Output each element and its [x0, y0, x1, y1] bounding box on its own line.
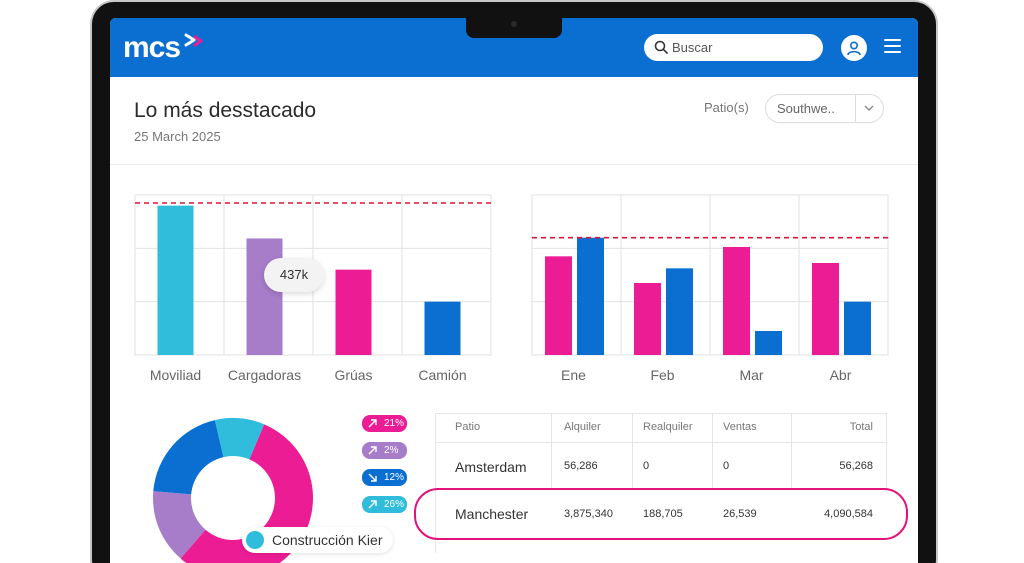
col-header-alquiler[interactable]: Alquiler: [564, 421, 601, 433]
table-col-rule: [632, 413, 633, 488]
arrow-up-right-icon: [368, 446, 377, 455]
bar-cargadoras: [246, 238, 283, 355]
cell-total: 56,268: [839, 460, 873, 472]
badge-label: 26%: [384, 499, 405, 510]
table-border-left: [435, 413, 436, 553]
bar-value-tooltip: 437k: [264, 258, 324, 292]
col-header-total[interactable]: Total: [849, 421, 873, 433]
search-box[interactable]: [644, 34, 823, 61]
month-label: Ene: [561, 367, 586, 383]
percentage-badge: 21%: [362, 415, 407, 432]
category-label: Cargadoras: [227, 367, 302, 383]
bar-moviliad: [157, 205, 194, 355]
table-border-top: [435, 413, 887, 414]
category-label: Moviliad: [149, 367, 202, 383]
arrow-up-right-icon: [368, 500, 377, 509]
badge-label: 21%: [384, 418, 405, 429]
bar-mar-series-2: [755, 331, 782, 355]
badge-label: 12%: [384, 472, 405, 483]
table-col-rule: [551, 413, 552, 488]
donut-slice-2: [153, 491, 206, 559]
brand-logo[interactable]: mcs: [123, 31, 181, 64]
camera-notch: [466, 16, 562, 38]
cell-alquiler: 3,875,340: [564, 508, 613, 520]
monthly-bar-chart-svg: [531, 194, 889, 356]
bar-feb-series-2: [666, 268, 693, 355]
arrow-up-right-icon: [368, 419, 377, 428]
month-label: Feb: [650, 367, 675, 383]
category-bar-chart-svg: [134, 194, 492, 356]
category-label: Grúas: [334, 367, 373, 383]
category-label: Camión: [418, 367, 467, 383]
cell-realquiler: 0: [643, 460, 650, 472]
user-icon: [847, 41, 861, 56]
bar-ene-series-2: [577, 237, 604, 355]
page-title: Lo más desstacado: [134, 99, 317, 122]
page-date: 25 March 2025: [134, 129, 221, 144]
legend-label: Construcción Kier: [272, 532, 383, 548]
select-divider: [855, 95, 856, 122]
col-header-patio[interactable]: Patio: [455, 421, 481, 433]
logo-mark-icon: [184, 33, 203, 47]
donut-legend-item[interactable]: Construcción Kier: [242, 527, 393, 553]
search-input[interactable]: [672, 38, 817, 57]
percentage-badge: 26%: [362, 496, 407, 513]
user-account-button[interactable]: [841, 35, 867, 61]
cell-ventas: 0: [723, 460, 730, 472]
table-row-highlighted[interactable]: Manchester 3,875,340 188,705 26,539 4,09…: [435, 488, 887, 540]
legend-color-dot: [246, 531, 264, 549]
cell-patio: Amsterdam: [455, 459, 527, 475]
patio-select-value: Southwe..: [777, 101, 835, 116]
chevron-down-icon: [864, 105, 874, 111]
table-header-rule: [435, 442, 887, 443]
monthly-bar-chart: [531, 194, 889, 356]
col-header-realquiler[interactable]: Realquiler: [643, 421, 693, 433]
app-screen: mcs Lo más desstacado 25 March 2025 Pati…: [110, 18, 918, 563]
col-header-ventas[interactable]: Ventas: [723, 421, 757, 433]
bar-feb-series-1: [634, 283, 661, 355]
camera-icon: [511, 21, 517, 27]
badge-label: 2%: [384, 445, 399, 456]
percentage-badge: 2%: [362, 442, 407, 459]
bar-abr-series-1: [812, 263, 839, 355]
table-header-row: Patio Alquiler Realquiler Ventas Total: [435, 413, 887, 442]
top-navbar: mcs: [110, 18, 918, 77]
patio-select[interactable]: Southwe..: [765, 94, 884, 123]
donut-slice-3: [153, 420, 224, 495]
table-row[interactable]: Amsterdam 56,286 0 0 56,268: [435, 442, 887, 488]
search-icon: [654, 40, 668, 54]
cell-patio: Manchester: [455, 506, 529, 522]
header-divider: [110, 164, 918, 165]
cell-total: 4,090,584: [824, 508, 873, 520]
month-label: Abr: [829, 367, 852, 383]
bar-abr-series-2: [844, 301, 871, 355]
table-border-right: [886, 413, 887, 488]
row-highlight-outline: [414, 488, 908, 540]
percentage-badge: 12%: [362, 469, 407, 486]
cell-alquiler: 56,286: [564, 460, 598, 472]
hamburger-menu-icon[interactable]: [884, 39, 901, 54]
patio-filter-label: Patio(s): [704, 100, 749, 115]
bar-mar-series-1: [723, 247, 750, 355]
table-col-rule: [712, 413, 713, 488]
bar-grúas: [335, 269, 372, 355]
table-col-rule: [791, 413, 792, 488]
donut-slice-4: [214, 418, 265, 460]
arrow-down-right-icon: [368, 473, 377, 482]
month-label: Mar: [739, 367, 764, 383]
cell-ventas: 26,539: [723, 508, 757, 520]
category-bar-chart: [134, 194, 492, 356]
cell-realquiler: 188,705: [643, 508, 683, 520]
bar-camión: [424, 301, 461, 355]
bar-ene-series-1: [545, 256, 572, 355]
